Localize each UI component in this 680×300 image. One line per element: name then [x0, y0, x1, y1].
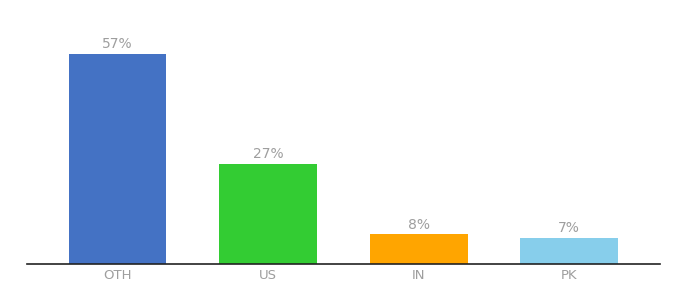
Bar [219, 164, 317, 264]
Text: 27%: 27% [253, 147, 284, 161]
Bar [520, 238, 618, 264]
Text: 7%: 7% [558, 221, 580, 235]
Bar [370, 235, 468, 264]
Text: 57%: 57% [102, 37, 133, 51]
Text: 8%: 8% [408, 218, 430, 232]
Bar [69, 53, 167, 264]
